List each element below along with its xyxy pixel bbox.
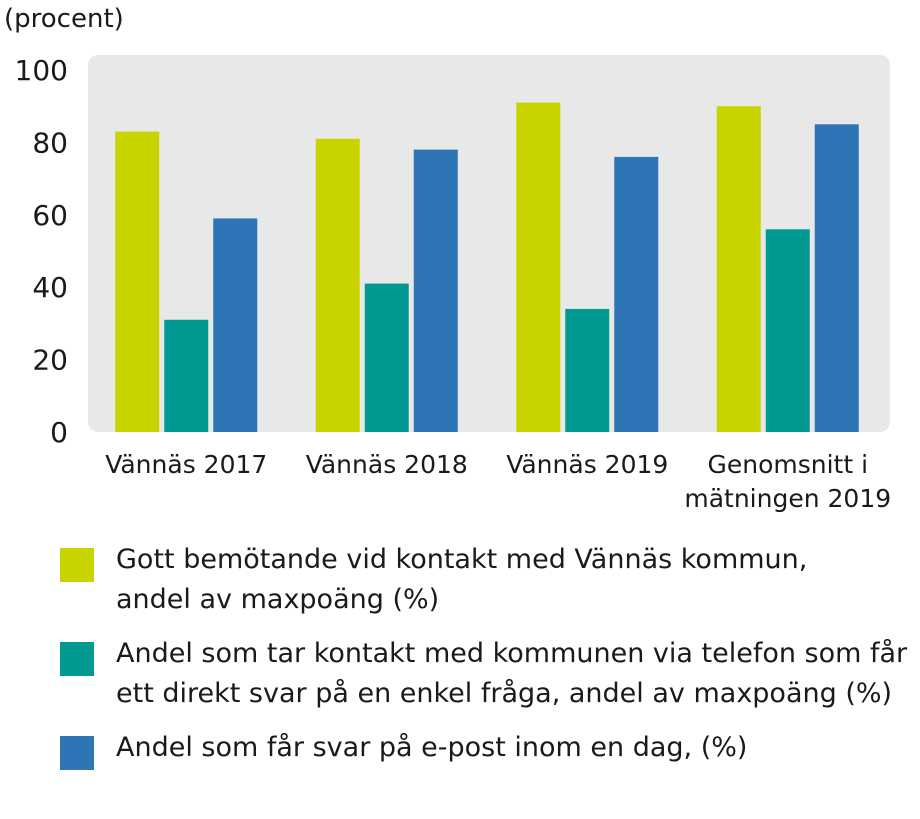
plot-background [88,55,890,432]
legend-swatch [60,642,94,676]
bar-3-3 [614,156,659,432]
legend-swatch [60,736,94,770]
legend-item: Andel som får svar på e-post inom en dag… [60,728,915,770]
bar-2-4 [765,229,810,432]
bar-1-2 [315,138,360,432]
legend-item: Gott bemötande vid kontakt med Vännäs ko… [60,540,915,620]
bar-1-4 [716,106,761,432]
bar-1-3 [516,102,561,432]
y-tick-label: 0 [50,416,68,449]
chart-svg: 0 20 40 60 80 100 Vännäs 2017 Vännäs 2018 Vännäs… [15,54,892,513]
y-tick-label: 60 [32,199,68,232]
bar-2-2 [364,283,409,432]
bar-3-1 [213,218,258,432]
bar-3-4 [814,124,859,433]
legend-label: Andel som tar kontakt med kommunen via t… [116,638,908,709]
legend-item: Andel som tar kontakt med kommunen via t… [60,634,915,714]
chart: (procent) 0 20 40 60 80 100 Vännäs 2017 Vännäs … [4,4,892,513]
y-tick-label: 100 [15,54,68,87]
x-tick-label: Vännäs 2017 [105,450,267,479]
y-tick-label: 20 [32,344,68,377]
legend-label: Gott bemötande vid kontakt med Vännäs ko… [116,544,808,615]
bar-2-3 [565,308,610,432]
y-axis-label: (procent) [4,4,124,34]
legend-label: Andel som får svar på e-post inom en dag… [116,732,748,763]
legend: Gott bemötande vid kontakt med Vännäs ko… [60,540,915,784]
x-tick-label: Vännäs 2019 [506,450,668,479]
bar-3-2 [413,149,458,432]
bar-1-1 [115,131,160,433]
y-tick-label: 40 [32,271,68,304]
x-tick-label: Genomsnitt i mätningen 2019 [684,450,891,513]
legend-swatch [60,548,94,582]
bar-2-1 [164,319,209,432]
y-tick-label: 80 [32,126,68,159]
x-tick-label: Vännäs 2018 [306,450,468,479]
